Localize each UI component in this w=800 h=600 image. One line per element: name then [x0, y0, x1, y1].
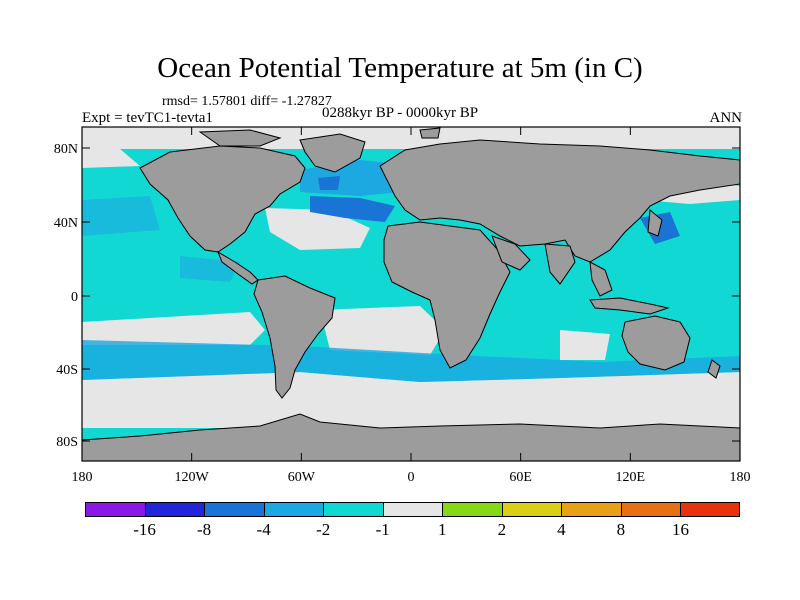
lon-tick-label: 60W — [288, 470, 316, 485]
colorbar-cell — [382, 502, 443, 517]
indonesia — [589, 297, 670, 315]
south-america — [253, 275, 336, 399]
colorbar-label: -4 — [256, 520, 271, 539]
lon-tick-label: 120E — [616, 470, 646, 485]
colorbar-label: 4 — [557, 520, 566, 539]
land-masses — [81, 127, 741, 462]
colorbar — [85, 502, 740, 517]
africa — [383, 221, 511, 369]
season-label: ANN — [709, 110, 743, 126]
colorbar-label: -1 — [375, 520, 390, 539]
longitude-axis: 180 120W 60W 0 60E 120E 180 — [72, 127, 751, 485]
chart-title: Ocean Potential Temperature at 5m (in C) — [157, 52, 643, 84]
japan — [647, 209, 663, 237]
lat-tick-label: 80N — [54, 142, 78, 157]
stats-line: rmsd= 1.57801 diff= -1.27827 — [162, 94, 332, 109]
colorbar-label: 16 — [671, 520, 689, 539]
colorbar-label: 1 — [438, 520, 447, 539]
colorbar-label: -16 — [133, 520, 156, 539]
lat-tick-label: 80S — [56, 435, 78, 450]
colorbar-cell — [561, 502, 621, 517]
arctic-islands — [198, 129, 282, 147]
colorbar-cell — [323, 502, 383, 517]
colorbar-cell — [204, 502, 264, 517]
lat-tick-label: 0 — [71, 290, 78, 305]
colorbar-label: -8 — [196, 520, 212, 539]
lon-tick-label: 180 — [730, 470, 751, 485]
eurasia — [379, 139, 741, 263]
colorbar-label: 2 — [497, 520, 507, 539]
colorbar-label: -2 — [316, 520, 331, 539]
colorbar-cell — [442, 502, 502, 517]
new-zealand — [707, 359, 721, 379]
period-label: 0288kyr BP - 0000kyr BP — [322, 105, 479, 121]
lon-tick-label: 60E — [509, 470, 532, 485]
colorbar-label: 8 — [616, 520, 626, 539]
lat-tick-label: 40N — [54, 216, 78, 231]
lat-tick-label: 40S — [56, 363, 78, 378]
lon-tick-label: 180 — [72, 470, 93, 485]
colorbar-cell — [680, 502, 740, 517]
colorbar-cell — [620, 502, 681, 517]
latitude-axis: 80N 40N 0 40S 80S — [54, 142, 740, 450]
lon-tick-label: 120W — [175, 470, 210, 485]
colorbar-cell — [85, 502, 145, 517]
colorbar-cell — [263, 502, 324, 517]
india — [544, 243, 576, 285]
central-america — [216, 250, 259, 285]
north-america — [139, 145, 306, 253]
greenland — [299, 133, 366, 173]
colorbar-cell — [144, 502, 205, 517]
svalbard — [419, 127, 441, 139]
southeast-asia — [589, 261, 613, 297]
experiment-label: Expt = tevTC1-tevta1 — [82, 110, 213, 126]
australia — [621, 315, 691, 371]
colorbar-cell — [501, 502, 562, 517]
lon-tick-label: 0 — [408, 470, 415, 485]
arabia — [491, 235, 531, 271]
